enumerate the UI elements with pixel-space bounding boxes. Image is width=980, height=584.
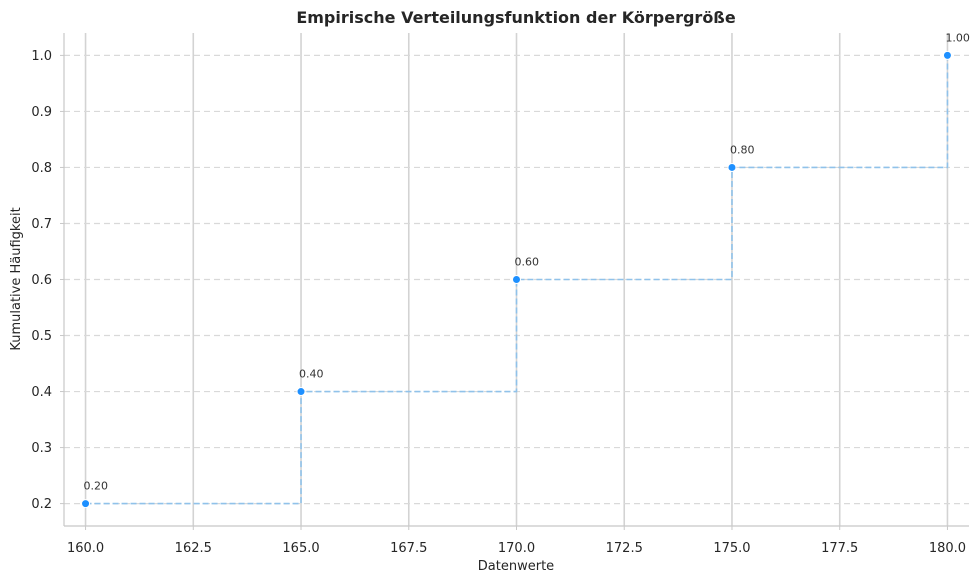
chart-title: Empirische Verteilungsfunktion der Körpe… [296,8,735,27]
ecdf-point-label: 0.20 [84,480,109,493]
y-tick-label: 0.5 [31,329,52,344]
ecdf-point-label: 1.00 [945,31,970,44]
y-ticks: 0.2 0.3 0.4 0.5 0.6 0.7 0.8 0.9 1.0 [31,49,64,512]
y-tick-label: 0.3 [31,441,52,456]
x-tick-label: 172.5 [606,541,643,556]
x-tick-label: 175.0 [713,541,750,556]
x-tick-label: 162.5 [175,541,212,556]
ecdf-step-line [85,55,949,505]
y-axis-label: Kumulative Häufigkeit [9,207,24,350]
ecdf-point [81,499,91,509]
ecdf-point [942,50,952,60]
x-axis-label: Datenwerte [478,559,554,574]
x-tick-label: 170.0 [498,541,535,556]
ecdf-point-label: 0.60 [515,256,540,269]
x-tick-label: 160.0 [67,541,104,556]
ecdf-point-label: 0.40 [299,368,324,381]
x-tick-label: 167.5 [390,541,427,556]
x-tick-label: 177.5 [821,541,858,556]
y-tick-label: 0.4 [31,385,52,400]
y-tick-label: 0.7 [31,217,52,232]
series: 0.20 0.40 0.60 0.80 1.00 [81,31,970,509]
ecdf-point-label: 0.80 [730,143,755,156]
y-tick-label: 0.8 [31,161,52,176]
y-tick-label: 0.9 [31,105,52,120]
ecdf-point [512,275,521,284]
x-tick-label: 180.0 [929,541,966,556]
x-ticks: 160.0 162.5 165.0 167.5 170.0 172.5 175.0 177.5… [67,526,966,556]
ecdf-point [296,387,306,397]
ecdf-point [727,162,737,172]
y-tick-label: 0.2 [31,497,52,512]
y-tick-label: 0.6 [31,273,52,288]
y-tick-label: 1.0 [31,49,52,64]
x-tick-label: 165.0 [282,541,319,556]
